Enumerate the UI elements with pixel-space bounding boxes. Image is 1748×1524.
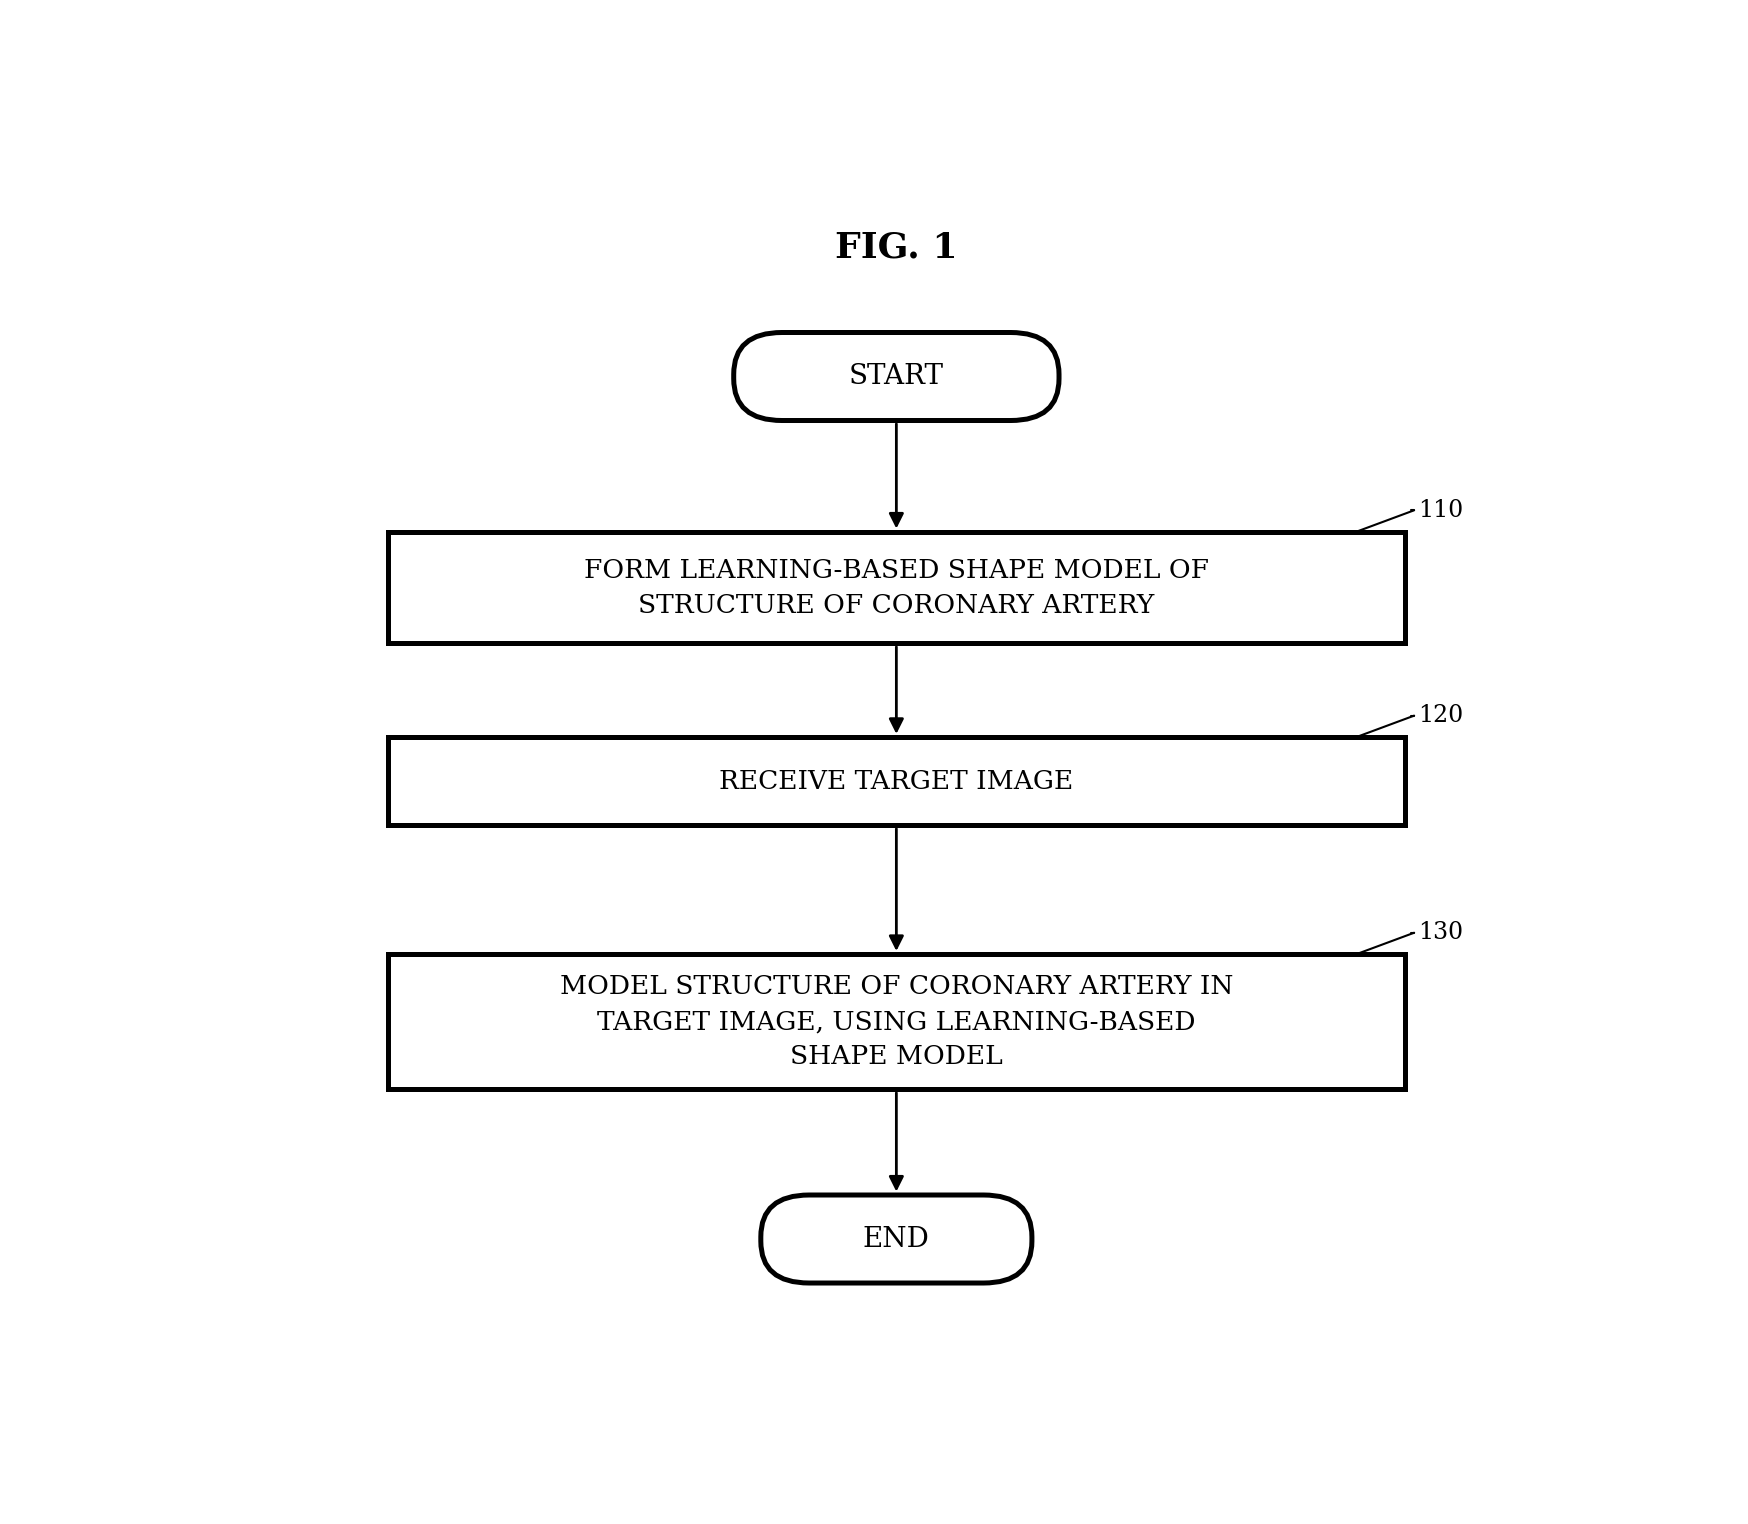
Text: FIG. 1: FIG. 1 <box>834 230 958 265</box>
Text: START: START <box>848 363 944 390</box>
FancyBboxPatch shape <box>388 738 1404 826</box>
FancyBboxPatch shape <box>760 1195 1031 1283</box>
FancyBboxPatch shape <box>388 532 1404 643</box>
FancyBboxPatch shape <box>388 954 1404 1090</box>
FancyBboxPatch shape <box>734 332 1059 421</box>
Text: RECEIVE TARGET IMAGE: RECEIVE TARGET IMAGE <box>718 768 1073 794</box>
Text: END: END <box>862 1225 930 1253</box>
Text: 120: 120 <box>1418 704 1463 727</box>
Text: 130: 130 <box>1418 920 1463 945</box>
Text: MODEL STRUCTURE OF CORONARY ARTERY IN
TARGET IMAGE, USING LEARNING-BASED
SHAPE M: MODEL STRUCTURE OF CORONARY ARTERY IN TA… <box>559 974 1232 1070</box>
Text: 110: 110 <box>1418 498 1463 521</box>
Text: FORM LEARNING-BASED SHAPE MODEL OF
STRUCTURE OF CORONARY ARTERY: FORM LEARNING-BASED SHAPE MODEL OF STRUC… <box>584 558 1208 617</box>
